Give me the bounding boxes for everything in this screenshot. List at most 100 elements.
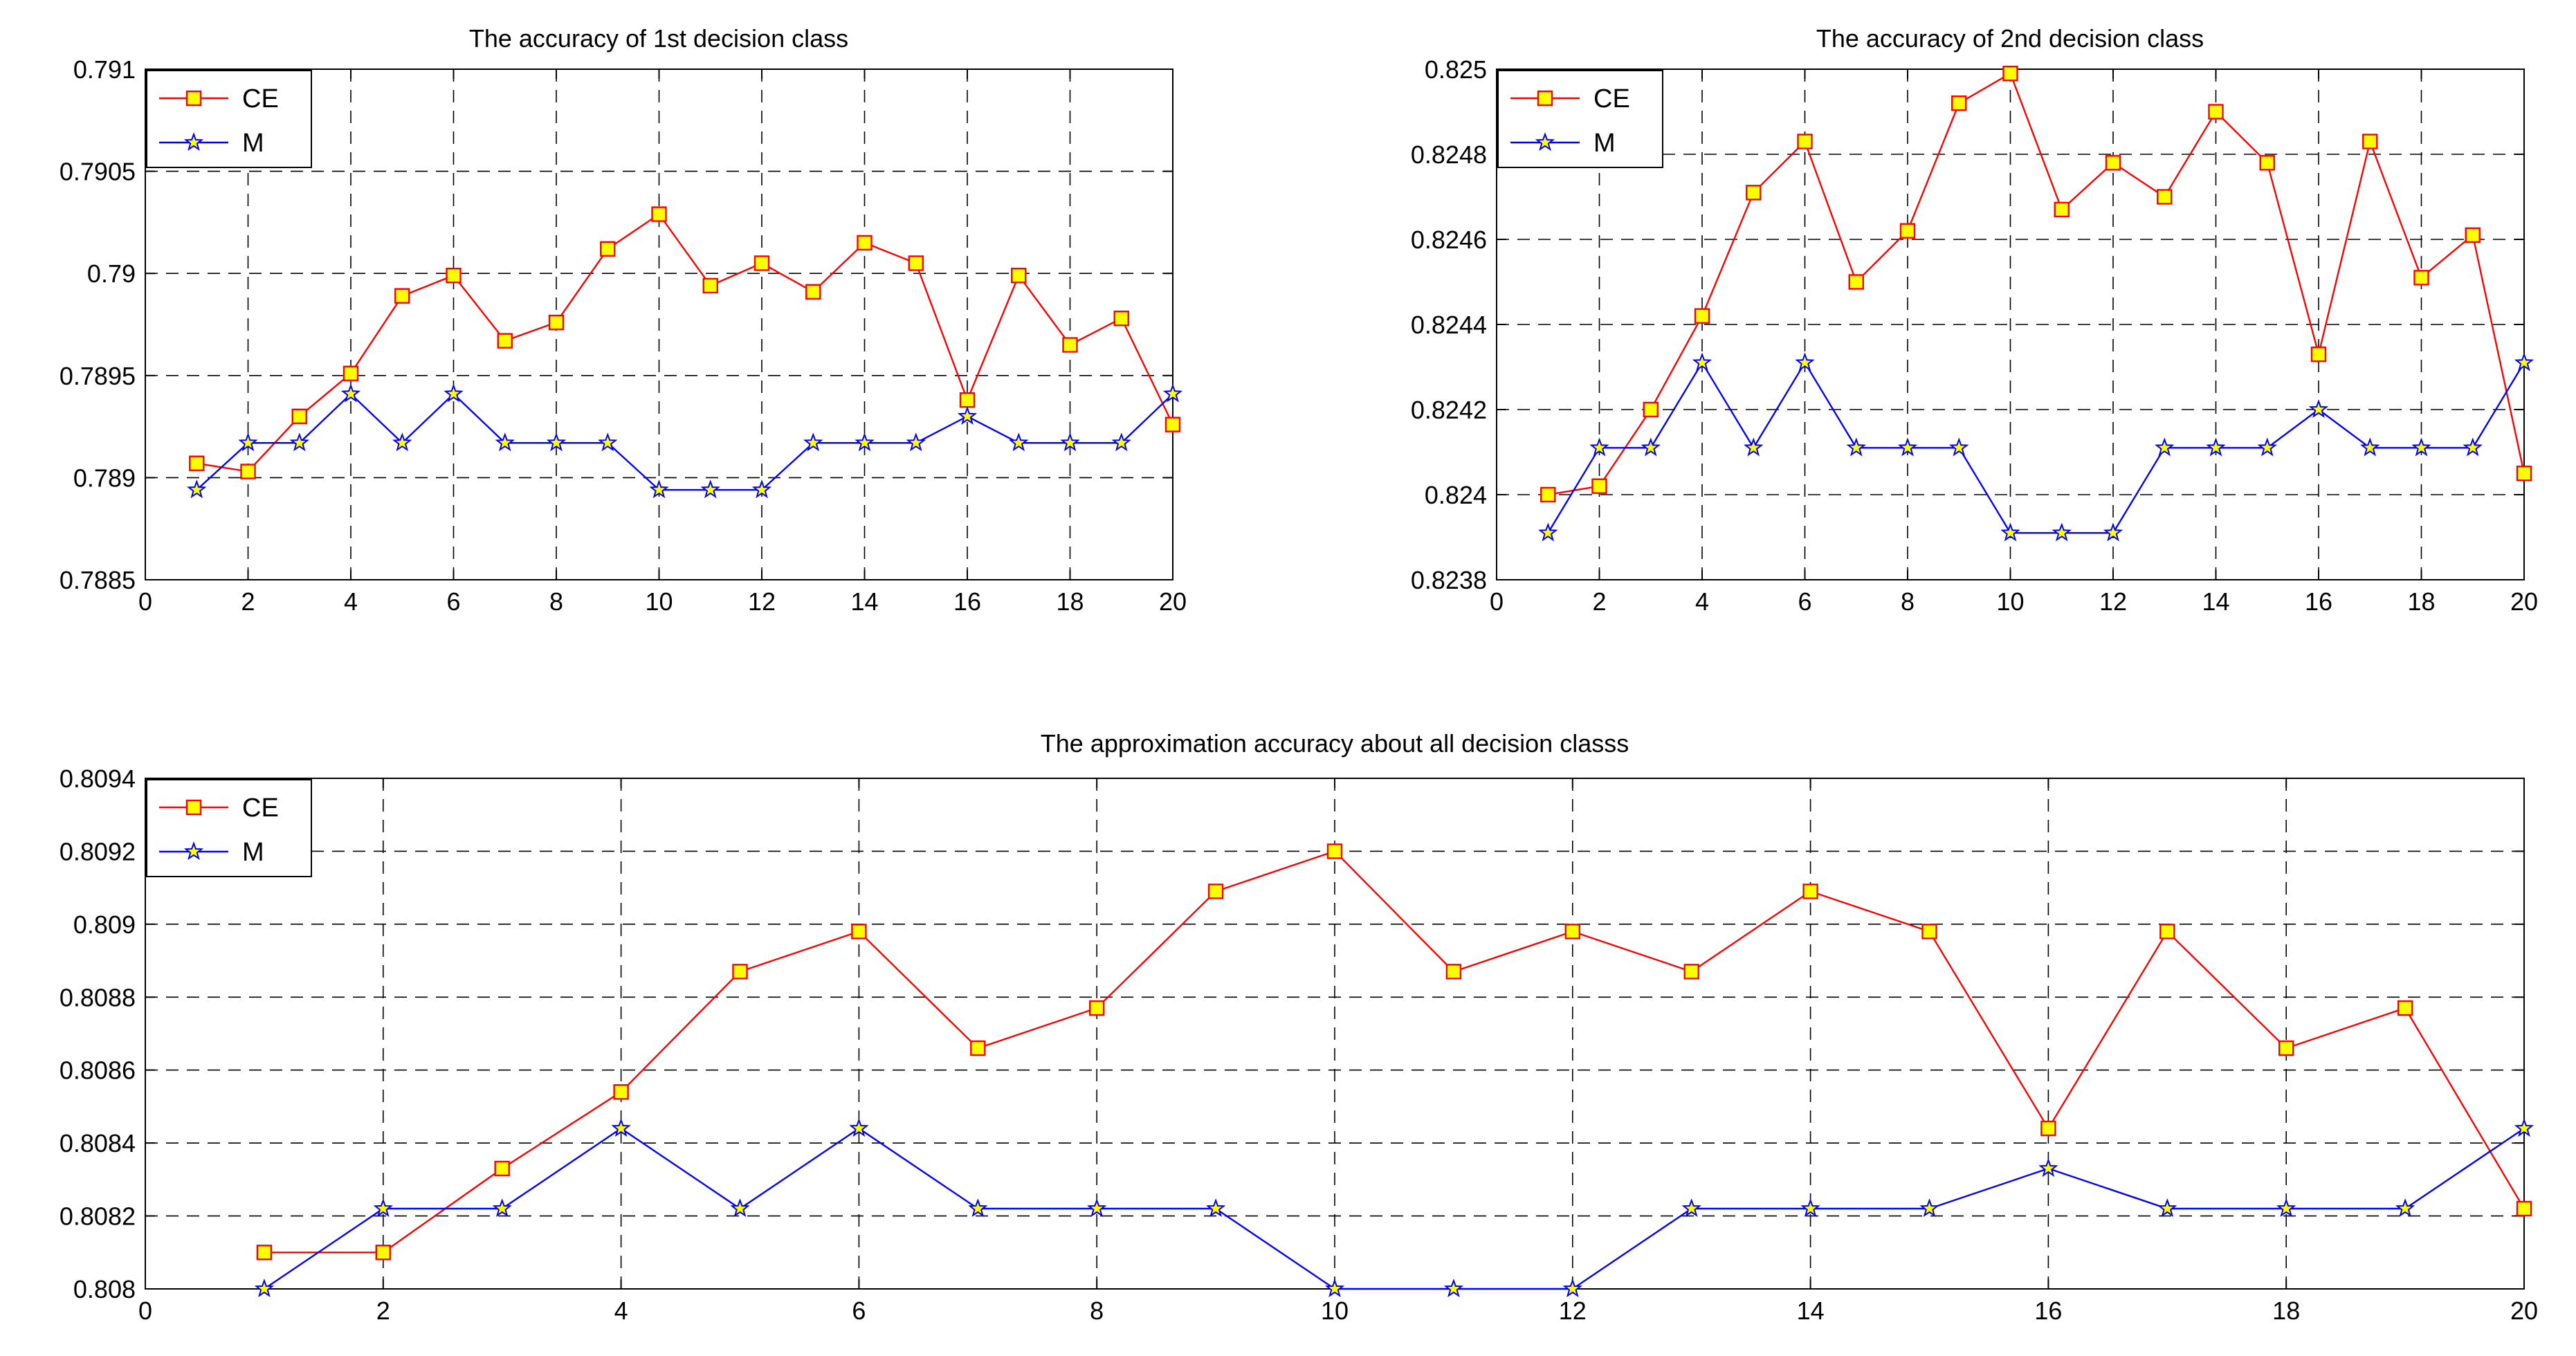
data-point-m [611, 1118, 631, 1137]
data-point-ce [2208, 104, 2224, 120]
data-point-m [2360, 437, 2380, 457]
x-tick-label: 12 [2099, 587, 2127, 616]
data-point-m [968, 1198, 988, 1218]
data-point-ce [1062, 337, 1078, 353]
x-tick-label: 16 [2034, 1297, 2062, 1325]
y-tick-label: 0.8242 [1411, 396, 1487, 424]
data-point-ce [2159, 924, 2175, 940]
data-point-m [1087, 1198, 1107, 1218]
chart-title: The accuracy of 2nd decision class [1816, 24, 2204, 53]
data-point-m [700, 479, 720, 499]
data-point-ce [613, 1084, 629, 1100]
data-point-ce [497, 333, 513, 349]
data-point-ce [1899, 223, 1916, 239]
data-point-ce [1326, 843, 1343, 859]
data-point-ce [1683, 964, 1699, 980]
chart-title: The accuracy of 1st decision class [469, 24, 848, 53]
x-tick-label: 2 [241, 587, 255, 616]
x-tick-label: 20 [2510, 1297, 2538, 1325]
data-point-m [1111, 432, 1131, 452]
data-point-ce [1591, 478, 1607, 494]
data-point-m [2308, 399, 2329, 419]
data-point-ce [1746, 185, 1762, 201]
x-tick-label: 0 [138, 1297, 152, 1325]
data-point-m [751, 479, 772, 499]
data-point-m [803, 432, 823, 452]
data-point-ce [2362, 134, 2378, 149]
data-point-m [2411, 437, 2431, 457]
y-tick-label: 0.7885 [60, 566, 136, 594]
y-tick-label: 0.8092 [60, 837, 136, 865]
data-point-ce [2516, 1200, 2532, 1217]
x-tick-label: 18 [2272, 1297, 2300, 1325]
y-tick-label: 0.79 [87, 259, 136, 288]
data-point-m [855, 432, 875, 452]
data-point-m [492, 1198, 512, 1218]
legend-marker-ce [1537, 90, 1553, 107]
data-point-m [289, 432, 309, 452]
x-tick-label: 12 [748, 587, 776, 616]
data-point-m [1162, 383, 1183, 403]
data-point-m [1589, 437, 1609, 457]
data-point-ce [2002, 65, 2018, 82]
data-point-m [2395, 1198, 2415, 1218]
data-point-ce [2105, 155, 2121, 171]
data-point-m [649, 479, 669, 499]
data-point-ce [1797, 134, 1813, 149]
data-point-ce [1011, 267, 1027, 284]
data-point-m [1919, 1198, 1939, 1218]
data-point-m [495, 432, 515, 452]
data-point-ce [851, 924, 867, 940]
data-point-ce [375, 1245, 391, 1261]
legend-label-m: M [1593, 129, 1616, 158]
data-point-m [2155, 437, 2175, 457]
data-point-ce [1088, 1000, 1105, 1016]
data-point-m [2257, 437, 2277, 457]
y-tick-label: 0.8088 [60, 983, 136, 1011]
series-line-ce [197, 212, 1174, 473]
data-point-ce [959, 392, 976, 408]
series-line-m [196, 392, 1173, 491]
data-point-m [1443, 1279, 1464, 1298]
data-point-m [392, 432, 412, 452]
data-point-ce [2054, 201, 2070, 218]
y-tick-label: 0.791 [73, 55, 136, 84]
data-point-ce [240, 464, 256, 479]
y-tick-label: 0.8094 [60, 764, 136, 793]
x-tick-label: 0 [138, 587, 152, 616]
data-point-m [1795, 352, 1815, 372]
x-tick-label: 16 [2305, 587, 2332, 616]
data-point-ce [1643, 401, 1659, 418]
data-point-ce [732, 964, 748, 980]
data-point-m [254, 1279, 275, 1298]
y-tick-label: 0.808 [73, 1275, 136, 1303]
legend-marker-ce [185, 799, 202, 816]
series-line-m [264, 1127, 2525, 1290]
data-point-ce [805, 284, 821, 300]
x-tick-label: 14 [1797, 1297, 1825, 1325]
y-tick-label: 0.8248 [1411, 140, 1487, 169]
series-line-ce [1548, 72, 2525, 496]
data-point-ce [970, 1040, 986, 1056]
legend-label-m: M [242, 838, 264, 867]
data-point-m [1009, 432, 1029, 452]
data-point-m [1205, 1198, 1226, 1218]
x-tick-label: 10 [1996, 587, 2024, 616]
data-point-m [187, 479, 207, 499]
y-tick-label: 0.8086 [60, 1056, 136, 1085]
x-tick-label: 18 [2407, 587, 2435, 616]
data-point-ce [1848, 274, 1864, 290]
y-tick-label: 0.8244 [1411, 311, 1487, 339]
chart-2nd-decision-class: The accuracy of 2nd decision class 0 2 4 6 8… [1411, 24, 2538, 616]
data-point-m [1641, 437, 1661, 457]
y-tick-label: 0.789 [73, 464, 136, 492]
data-point-m [1692, 352, 1712, 372]
data-point-ce [1921, 924, 1937, 940]
data-point-m [1562, 1279, 1582, 1298]
data-point-m [340, 383, 361, 403]
x-tick-label: 8 [1901, 587, 1915, 616]
x-tick-label: 4 [1695, 587, 1709, 616]
data-point-m [2103, 522, 2123, 542]
data-point-ce [2465, 227, 2481, 244]
x-tick-label: 2 [1592, 587, 1606, 616]
